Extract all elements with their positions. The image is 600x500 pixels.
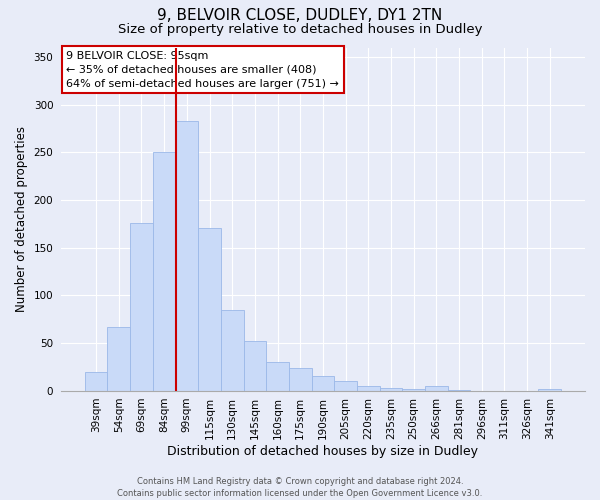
Bar [538,388,561,390]
Text: Size of property relative to detached houses in Dudley: Size of property relative to detached ho… [118,22,482,36]
Text: Contains HM Land Registry data © Crown copyright and database right 2024.
Contai: Contains HM Land Registry data © Crown c… [118,476,482,498]
Bar [176,121,198,390]
Bar [289,368,311,390]
Bar [334,381,357,390]
Bar [425,386,448,390]
Bar [244,341,266,390]
Y-axis label: Number of detached properties: Number of detached properties [15,126,28,312]
Text: 9 BELVOIR CLOSE: 95sqm
← 35% of detached houses are smaller (408)
64% of semi-de: 9 BELVOIR CLOSE: 95sqm ← 35% of detached… [66,51,339,89]
Text: 9, BELVOIR CLOSE, DUDLEY, DY1 2TN: 9, BELVOIR CLOSE, DUDLEY, DY1 2TN [157,8,443,22]
Bar [380,388,403,390]
Bar [85,372,107,390]
Bar [266,362,289,390]
Bar [403,388,425,390]
Bar [107,326,130,390]
Bar [221,310,244,390]
Bar [311,376,334,390]
Bar [198,228,221,390]
Bar [130,223,153,390]
Bar [357,386,380,390]
Bar [153,152,176,390]
X-axis label: Distribution of detached houses by size in Dudley: Distribution of detached houses by size … [167,444,478,458]
